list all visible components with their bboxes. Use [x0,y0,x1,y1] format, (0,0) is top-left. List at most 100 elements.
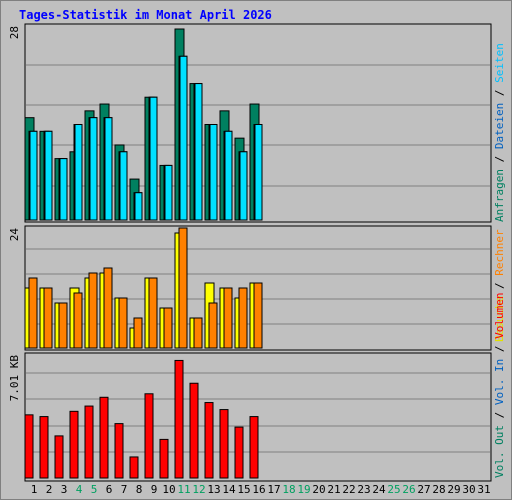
bar-seiten-day-10 [164,164,173,221]
bar-rechner-day-16 [253,282,263,349]
bar-rechner-day-2 [43,287,53,349]
x-tick-label-day-15: 15 [237,483,250,496]
bar-seiten-day-8 [134,192,143,221]
x-tick-label-day-4: 4 [76,483,83,496]
x-tick-label-day-31: 31 [477,483,490,496]
bar-volumen-day-14 [219,409,229,479]
bar-seiten-day-2 [44,130,53,221]
bar-seiten-day-12 [194,83,203,221]
x-tick-label-day-26: 26 [402,483,415,496]
legend-visits-item-1: Besuche [493,296,506,342]
bar-volumen-day-5 [84,405,94,479]
bar-rechner-day-8 [133,317,143,349]
x-tick-label-day-5: 5 [91,483,98,496]
bar-rechner-day-14 [223,287,233,349]
bar-seiten-day-7 [119,151,128,221]
legend-requests: Anfragen / Dateien / Seiten [493,43,506,222]
bar-seiten-day-4 [74,124,83,221]
bar-seiten-day-1 [29,130,38,221]
legend-visits: Besuche / Rechner [493,229,506,342]
legend-volume-item-3: Vol. In [493,359,506,405]
x-tick-label-day-12: 12 [192,483,205,496]
x-tick-label-day-30: 30 [462,483,475,496]
bar-rechner-day-15 [238,287,248,349]
bar-rechner-day-11 [178,227,188,349]
bar-seiten-day-5 [89,117,98,221]
bar-seiten-day-14 [224,130,233,221]
x-tick-label-day-1: 1 [31,483,38,496]
x-tick-label-day-11: 11 [177,483,190,496]
x-tick-label-day-2: 2 [46,483,53,496]
bar-volumen-day-9 [144,393,154,479]
bar-volumen-day-4 [69,410,79,479]
x-tick-label-day-13: 13 [207,483,220,496]
y-axis-max-label-1: 28 [8,26,21,39]
chart-title: Tages-Statistik im Monat April 2026 [19,8,272,22]
legend-requests-item-4: / [493,83,506,103]
bar-rechner-day-5 [88,272,98,349]
x-tick-label-day-27: 27 [417,483,430,496]
bar-rechner-day-3 [58,302,68,349]
legend-volume-item-5: Volumen [493,293,506,339]
x-tick-label-day-3: 3 [61,483,68,496]
legend-requests-item-2: / [493,149,506,169]
legend-requests-item-5: Seiten [493,43,506,83]
bar-volumen-day-3 [54,435,64,479]
bar-rechner-day-7 [118,297,128,349]
x-tick-label-day-17: 17 [267,483,280,496]
legend-volume-item-4: / [493,339,506,359]
x-tick-label-day-21: 21 [327,483,340,496]
bar-volumen-day-10 [159,438,169,479]
x-tick-label-day-24: 24 [372,483,386,496]
x-tick-label-day-20: 20 [312,483,325,496]
bar-rechner-day-1 [28,277,38,349]
legend-requests-item-1: Anfragen [493,169,506,222]
legend-visits-item-3: Rechner [493,229,506,276]
x-tick-label-day-10: 10 [162,483,175,496]
legend-volume-item-2: / [493,405,506,425]
legend-visits-item-2: / [493,276,506,296]
bar-volumen-day-6 [99,396,109,479]
bar-volumen-day-13 [204,402,214,479]
bar-rechner-day-13 [208,302,218,349]
bar-seiten-day-9 [149,96,158,221]
bar-seiten-day-13 [209,124,218,221]
bar-volumen-day-11 [174,359,184,479]
bar-seiten-day-15 [239,151,248,221]
bar-seiten-day-6 [104,117,113,221]
bar-rechner-day-10 [163,307,173,349]
x-tick-label-day-8: 8 [136,483,143,496]
bar-volumen-day-1 [24,414,34,479]
bar-rechner-day-6 [103,267,113,349]
bar-volumen-day-12 [189,382,199,479]
bar-volumen-day-2 [39,416,49,479]
x-tick-label-day-18: 18 [282,483,295,496]
x-tick-label-day-16: 16 [252,483,265,496]
legend-volume: Vol. Out / Vol. In / Volumen [493,293,506,478]
bar-seiten-day-16 [254,124,263,221]
bar-volumen-day-16 [249,416,259,479]
x-tick-label-day-6: 6 [106,483,113,496]
x-tick-label-day-22: 22 [342,483,355,496]
legend-requests-item-3: Dateien [493,103,506,149]
bar-volumen-day-8 [129,456,139,479]
x-tick-label-day-19: 19 [297,483,310,496]
x-tick-label-day-28: 28 [432,483,445,496]
bar-rechner-day-9 [148,277,158,349]
bar-volumen-day-7 [114,423,124,479]
bar-rechner-day-4 [73,292,83,349]
y-axis-max-label-2: 24 [8,228,21,242]
x-tick-label-day-29: 29 [447,483,460,496]
y-axis-max-label-3: 7.01 KB [8,355,21,402]
x-tick-label-day-14: 14 [222,483,236,496]
x-tick-label-day-9: 9 [151,483,158,496]
bar-seiten-day-11 [179,55,188,221]
x-tick-label-day-23: 23 [357,483,370,496]
bar-rechner-day-12 [193,317,203,349]
legend-volume-item-1: Vol. Out [493,425,506,478]
x-tick-label-day-7: 7 [121,483,128,496]
x-tick-label-day-25: 25 [387,483,400,496]
bar-volumen-day-15 [234,426,244,479]
bar-seiten-day-3 [59,158,68,221]
